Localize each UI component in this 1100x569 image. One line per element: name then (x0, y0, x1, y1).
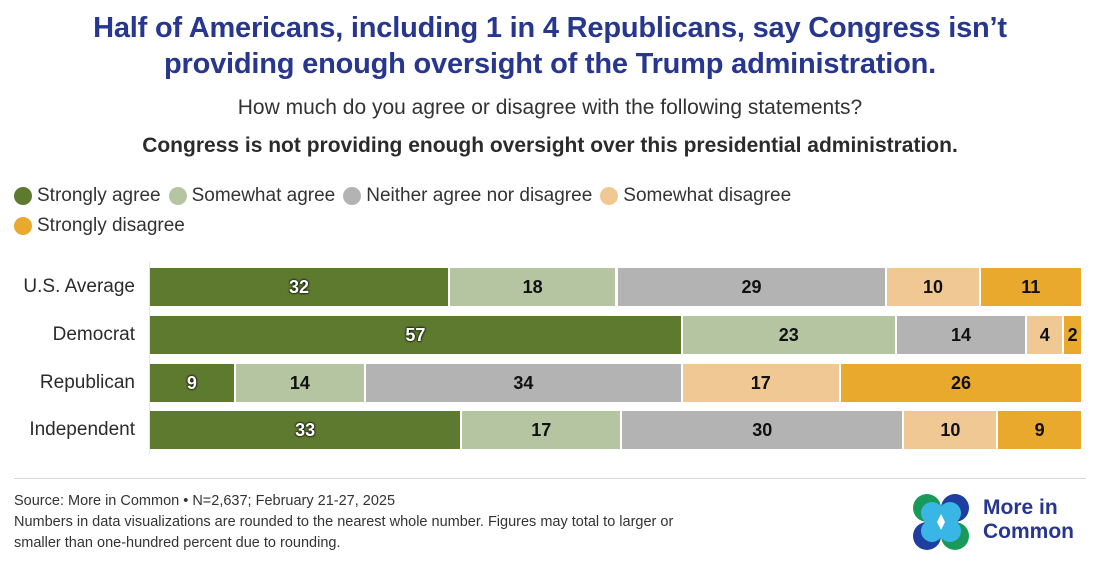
data-label: 9 (186, 372, 197, 393)
rounding-note-line-1: Numbers in data visualizations are round… (14, 514, 674, 530)
bar-segment: 26 (840, 364, 1081, 402)
bar-segment: 23 (682, 316, 895, 354)
legend-label: Strongly agree (37, 185, 161, 206)
bar-segment: 57 (150, 316, 681, 354)
bar-segment: 17 (462, 411, 621, 449)
data-label: 18 (522, 276, 543, 297)
bar-segment: 32 (150, 268, 448, 306)
logo-text-line-1: More in (983, 496, 1058, 519)
footer-source: Source: More in Common • N=2,637; Februa… (14, 491, 814, 554)
legend-swatch (600, 187, 619, 205)
data-label: 23 (778, 324, 799, 345)
source-text: Source: More in Common • N=2,637; Februa… (14, 493, 396, 509)
bar-segment: 30 (622, 411, 903, 449)
bar-segment: 10 (887, 268, 979, 306)
logo-text-line-2: Common (983, 520, 1074, 543)
bar-segment: 17 (682, 364, 839, 402)
legend-swatch (168, 187, 187, 205)
chart-title-line-2: providing enough oversight of the Trump … (163, 48, 936, 80)
bar-segment: 10 (904, 411, 997, 449)
data-label: 57 (405, 324, 426, 345)
data-label: 11 (1021, 276, 1041, 297)
bar-segment: 9 (998, 411, 1081, 449)
legend: Strongly agree Somewhat agree Neither agre… (14, 183, 914, 243)
legend-item: Somewhat disagree (600, 183, 791, 209)
data-label: 30 (752, 419, 773, 440)
data-label: 10 (923, 276, 944, 297)
legend-swatch (343, 187, 362, 205)
data-label: 26 (950, 372, 971, 393)
data-label: 33 (295, 419, 316, 440)
survey-statement: Congress is not providing enough oversig… (142, 134, 958, 157)
data-label: 14 (289, 372, 310, 393)
more-in-common-logo: More in Common (910, 492, 1090, 552)
data-label: 17 (531, 419, 552, 440)
bar-segment: 18 (449, 268, 616, 306)
chart-title-line-1: Half of Americans, including 1 in 4 Repu… (93, 12, 1007, 44)
rounding-note-line-2: smaller than one-hundred percent due to … (14, 535, 341, 551)
data-label: 17 (750, 372, 771, 393)
data-label: 14 (950, 324, 971, 345)
legend-item: Neither agree nor disagree (343, 183, 592, 209)
data-label: 32 (288, 276, 309, 297)
chart-subtitle: How much do you agree or disagree with t… (237, 96, 863, 119)
data-label: 4 (1039, 324, 1050, 345)
bar-segment: 2 (1064, 316, 1081, 354)
logo-mark-icon (913, 494, 969, 550)
data-label: 10 (940, 419, 961, 440)
data-label: 9 (1034, 419, 1045, 440)
logo-text: More in Common (983, 496, 1074, 544)
legend-item: Somewhat agree (168, 183, 336, 209)
chart-title: Half of Americans, including 1 in 4 Repu… (0, 10, 1100, 82)
category-label: Democrat (52, 324, 135, 345)
bar-segment: 14 (896, 316, 1026, 354)
category-label: U.S. Average (23, 276, 135, 297)
data-label: 34 (513, 372, 534, 393)
category-label: Independent (29, 419, 135, 440)
legend-label: Somewhat disagree (623, 185, 792, 206)
legend-label: Somewhat agree (191, 185, 336, 206)
legend-swatch (14, 187, 32, 205)
legend-item: Strongly disagree (14, 213, 185, 239)
category-label: Republican (39, 372, 135, 393)
data-label: 2 (1067, 324, 1078, 345)
data-label: 29 (741, 276, 762, 297)
legend-swatch (14, 217, 32, 235)
legend-item: Strongly agree (14, 183, 161, 209)
bar-segment: 14 (235, 364, 365, 402)
bar-segment: 33 (150, 411, 461, 449)
bar-segment: 9 (150, 364, 234, 402)
axis-line (149, 262, 150, 454)
bar-segment: 34 (366, 364, 681, 402)
bar-segment: 29 (617, 268, 886, 306)
bar-segment: 11 (980, 268, 1081, 306)
legend-label: Strongly disagree (37, 215, 185, 236)
bar-segment: 4 (1027, 316, 1063, 354)
legend-label: Neither agree nor disagree (366, 185, 593, 206)
footer-divider (14, 478, 1086, 479)
